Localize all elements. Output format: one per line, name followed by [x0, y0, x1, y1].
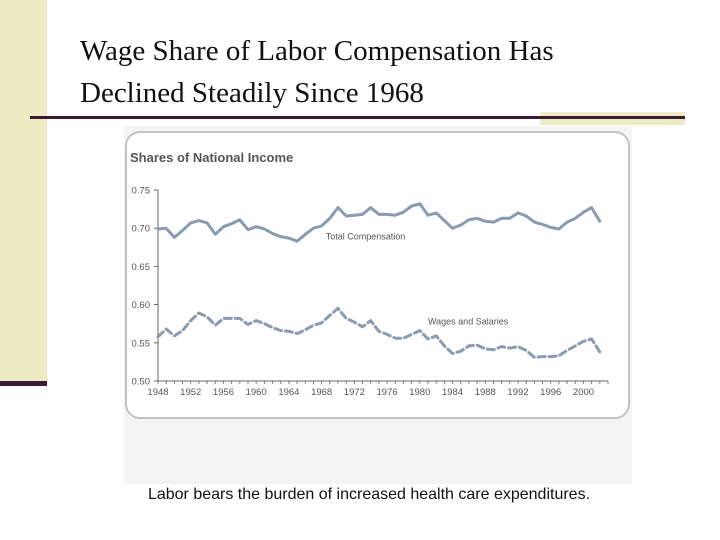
x-tick-label: 1992 — [507, 387, 528, 398]
wages-and-salaries-label: Wages and Salaries — [428, 316, 509, 326]
y-tick-label: 0.70 — [132, 224, 151, 235]
y-tick-label: 0.60 — [132, 300, 151, 311]
title-rule-accent-line — [540, 116, 685, 119]
x-tick-label: 2000 — [573, 387, 594, 398]
x-tick-label: 1988 — [475, 387, 496, 398]
shares-of-national-income-chart: Shares of National Income 0.750.700.650.… — [125, 131, 630, 419]
y-axis: 0.75 0.70 0.65 0.60 0.55 0.50 — [132, 186, 159, 388]
x-tick-label: 1972 — [344, 387, 365, 398]
x-tick-label: 1948 — [147, 387, 168, 398]
total-compensation-label: Total Compensation — [326, 232, 406, 242]
x-tick-label: 1984 — [442, 387, 463, 398]
slide-caption: Labor bears the burden of increased heal… — [147, 486, 591, 503]
left-accent-band — [0, 0, 47, 385]
chart-title: Shares of National Income — [130, 150, 293, 165]
wages-and-salaries-line — [156, 306, 602, 359]
left-band-divider — [0, 381, 47, 386]
x-tick-label: 1980 — [409, 387, 430, 398]
x-tick-label: 1976 — [377, 387, 398, 398]
slide-title-line-2: Declined Steadily Since 1968 — [80, 77, 424, 109]
series-layer — [156, 202, 602, 359]
y-tick-label: 0.50 — [132, 377, 151, 388]
x-tick-label: 1956 — [213, 387, 234, 398]
x-axis: 1948 1952 1956 1960 1964 1968 1972 1976 1980 1984… — [147, 380, 609, 398]
y-tick-label: 0.75 — [132, 186, 151, 197]
x-tick-label: 1960 — [246, 387, 267, 398]
y-tick-label: 0.65 — [132, 262, 151, 273]
series-labels: Total Compensation Wages and Salaries — [326, 232, 509, 327]
slide-title: Wage Share of Labor Compensation Has Dec… — [80, 30, 680, 114]
x-tick-label: 1952 — [180, 387, 201, 398]
y-tick-label: 0.55 — [132, 338, 151, 349]
chart-frame — [125, 131, 630, 419]
x-tick-label: 1968 — [311, 387, 332, 398]
x-tick-label: 1964 — [278, 387, 299, 398]
slide-title-line-1: Wage Share of Labor Compensation Has — [80, 35, 554, 67]
total-compensation-line — [156, 202, 602, 243]
x-tick-label: 1996 — [540, 387, 561, 398]
title-rule — [30, 116, 685, 119]
